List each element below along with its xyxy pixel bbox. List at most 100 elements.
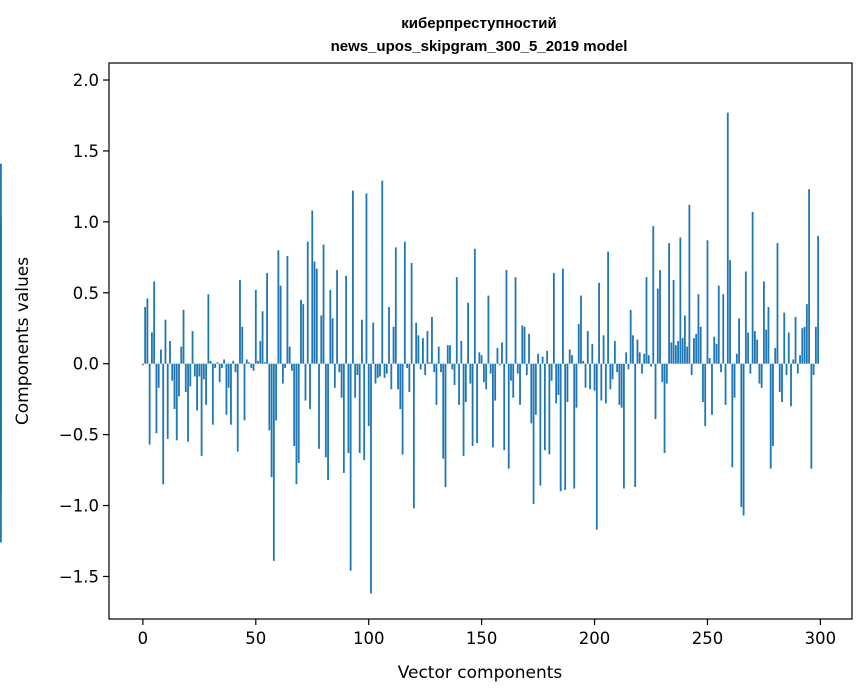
bar-185 bbox=[559, 363, 562, 492]
x-tick-label: 100 bbox=[353, 629, 385, 648]
bar-138 bbox=[453, 363, 456, 385]
bar-143 bbox=[464, 363, 467, 402]
bar-119 bbox=[410, 262, 413, 364]
bar-153 bbox=[487, 295, 490, 364]
x-tick-label: 150 bbox=[466, 629, 498, 648]
bar-65 bbox=[288, 346, 291, 364]
bar-243 bbox=[690, 363, 693, 376]
bar-289 bbox=[794, 316, 797, 364]
bar-102 bbox=[372, 322, 375, 364]
bar-10 bbox=[164, 319, 167, 364]
bar-31 bbox=[211, 363, 214, 425]
bar-66 bbox=[291, 363, 293, 371]
bar-159 bbox=[501, 342, 503, 364]
bar-167 bbox=[519, 363, 521, 405]
bar-149 bbox=[478, 352, 481, 364]
bar-299 bbox=[817, 236, 820, 364]
bar-101 bbox=[370, 363, 372, 594]
bar-275 bbox=[763, 281, 765, 364]
bar-8 bbox=[160, 349, 162, 364]
bar-288 bbox=[792, 359, 795, 364]
bar-245 bbox=[695, 333, 698, 364]
bar-235 bbox=[672, 280, 675, 364]
x-tick-label: 0 bbox=[138, 629, 149, 648]
bar-124 bbox=[422, 338, 424, 364]
bar-152 bbox=[485, 363, 488, 390]
bar-68 bbox=[295, 363, 298, 485]
bar-18 bbox=[182, 309, 185, 364]
bar-210 bbox=[616, 363, 619, 373]
bar-41 bbox=[234, 363, 237, 373]
y-tick-label: 1.0 bbox=[73, 213, 99, 232]
bar-111 bbox=[392, 326, 395, 364]
bar-104 bbox=[376, 363, 379, 378]
bar-45 bbox=[243, 363, 246, 421]
bar-283 bbox=[781, 363, 783, 402]
bar-248 bbox=[702, 363, 704, 402]
bar-82 bbox=[327, 363, 329, 480]
y-tick-label: −1.5 bbox=[59, 567, 99, 586]
bar-190 bbox=[571, 355, 573, 364]
bar-274 bbox=[760, 363, 763, 388]
bar-11 bbox=[166, 363, 169, 439]
y-tick-label: −0.5 bbox=[59, 426, 99, 445]
bar-155 bbox=[492, 363, 494, 448]
bar-83 bbox=[329, 289, 332, 364]
bar-75 bbox=[311, 210, 314, 364]
bar-193 bbox=[577, 323, 580, 364]
bar-266 bbox=[742, 363, 745, 516]
bar-57 bbox=[270, 363, 273, 478]
bar-20 bbox=[187, 363, 189, 442]
bar-191 bbox=[573, 363, 576, 489]
bar-133 bbox=[442, 363, 445, 459]
bar-202 bbox=[598, 282, 600, 364]
bar-213 bbox=[623, 363, 625, 489]
bar-148 bbox=[476, 363, 479, 444]
y-tick-label: −1.0 bbox=[59, 497, 99, 516]
bar-178 bbox=[543, 363, 546, 451]
bar-150 bbox=[480, 355, 483, 364]
bar-49 bbox=[252, 363, 255, 371]
bar-151 bbox=[482, 363, 485, 383]
bar-127 bbox=[428, 362, 431, 364]
bar-61 bbox=[279, 285, 282, 364]
bar-24 bbox=[196, 363, 198, 411]
bar-114 bbox=[399, 363, 402, 410]
bar-90 bbox=[345, 275, 348, 364]
bar-259 bbox=[726, 112, 729, 364]
bar-3 bbox=[148, 363, 151, 445]
bar-196 bbox=[584, 363, 587, 388]
bar-32 bbox=[214, 363, 217, 368]
bar-168 bbox=[521, 325, 524, 364]
bar-165 bbox=[514, 277, 517, 364]
bar-91 bbox=[347, 363, 350, 454]
bar-256 bbox=[720, 363, 722, 373]
bar-126 bbox=[426, 331, 429, 364]
bar-146 bbox=[471, 363, 474, 446]
bar-267 bbox=[744, 271, 747, 364]
bar-7 bbox=[157, 363, 160, 388]
bar-169 bbox=[523, 326, 526, 364]
bar-279 bbox=[772, 363, 774, 446]
bar-134 bbox=[444, 363, 447, 488]
bar-2 bbox=[146, 298, 149, 364]
bar-137 bbox=[451, 363, 454, 370]
bar-258 bbox=[724, 363, 727, 405]
bar-13 bbox=[171, 363, 174, 381]
bar-257 bbox=[722, 294, 725, 364]
bar-194 bbox=[580, 295, 582, 364]
bar-5 bbox=[153, 281, 156, 364]
bar-209 bbox=[613, 341, 616, 364]
bar-50 bbox=[254, 289, 257, 364]
bar-264 bbox=[738, 318, 740, 364]
bar-78 bbox=[318, 363, 320, 449]
bar-218 bbox=[634, 363, 637, 488]
bar-292 bbox=[801, 328, 804, 364]
bar-234 bbox=[670, 342, 673, 364]
bar-201 bbox=[595, 363, 598, 530]
bar-241 bbox=[686, 346, 689, 364]
bar-129 bbox=[433, 363, 436, 373]
bar-72 bbox=[304, 363, 307, 401]
bar-145 bbox=[469, 363, 472, 384]
bar-277 bbox=[767, 306, 770, 364]
